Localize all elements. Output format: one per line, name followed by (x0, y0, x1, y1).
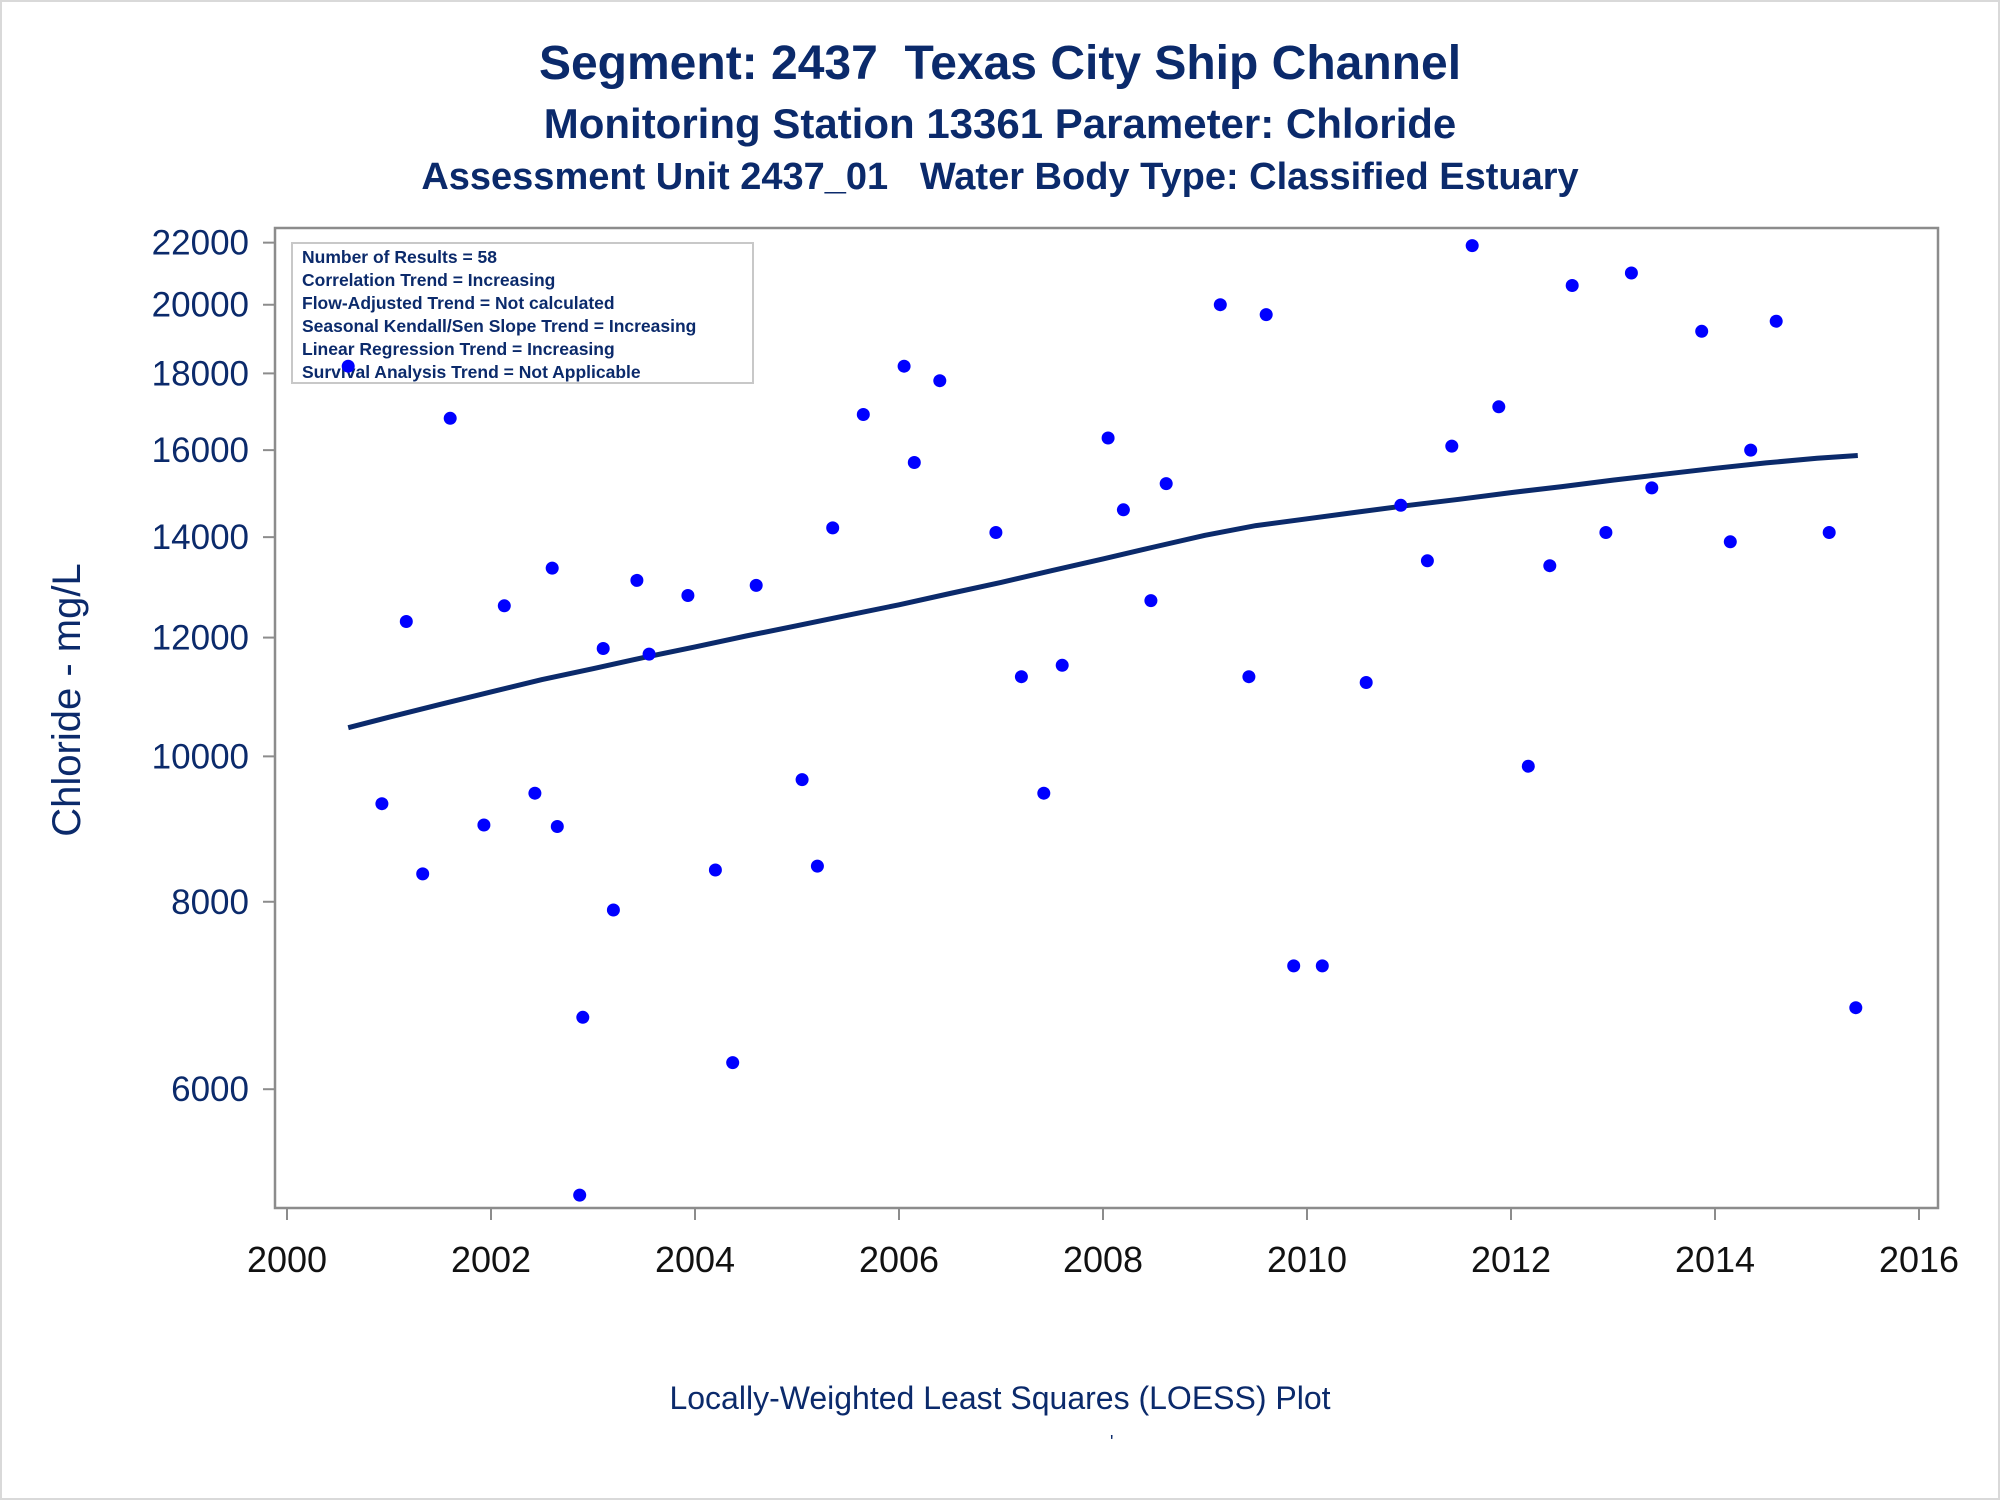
data-point (1315, 959, 1329, 973)
info-box-line: Flow-Adjusted Trend = Not calculated (302, 293, 615, 313)
y-tick-label: 18000 (152, 354, 249, 393)
data-point (341, 359, 355, 373)
data-point (1287, 959, 1301, 973)
data-point (989, 526, 1003, 539)
axes-group: 2000 2002 2004 2006 2008 2010 2012 2014 2016 6000… (152, 224, 1959, 1280)
data-point (1465, 239, 1479, 253)
y-tick-label: 22000 (152, 224, 249, 263)
x-tick-label: 2010 (1267, 1239, 1347, 1280)
data-point (550, 820, 564, 833)
y-axis-label: Chloride - mg/L (45, 563, 89, 836)
data-point (1695, 324, 1709, 338)
x-tick-label: 2016 (1879, 1239, 1959, 1280)
data-point (1769, 314, 1783, 328)
footnote-mark: ' (1110, 1432, 1114, 1452)
data-point (416, 867, 430, 881)
data-point (596, 642, 610, 655)
data-point (897, 359, 911, 373)
y-tick-label: 10000 (152, 737, 249, 776)
x-tick-label: 2002 (451, 1239, 531, 1280)
data-point (1822, 526, 1836, 539)
data-point (1624, 266, 1638, 280)
data-point (497, 599, 511, 613)
footnote: Locally-Weighted Least Squares (LOESS) P… (669, 1380, 1331, 1416)
data-point (708, 863, 722, 877)
data-point (443, 411, 457, 425)
chart-title: Segment: 2437 Texas City Ship Channel (538, 37, 1462, 90)
data-point (795, 773, 809, 787)
data-point (375, 797, 389, 811)
data-point (545, 561, 559, 575)
x-tick-label: 2004 (655, 1239, 735, 1280)
x-tick-label: 2006 (859, 1239, 939, 1280)
data-point (1420, 554, 1434, 568)
data-point (749, 578, 763, 592)
data-point (1849, 1001, 1863, 1015)
data-point (1543, 559, 1557, 573)
data-point (1055, 658, 1069, 672)
loess-line (347, 453, 1858, 731)
data-point (1445, 439, 1459, 453)
data-point (726, 1056, 740, 1070)
chart-subtitle-2: Assessment Unit 2437_01 Water Body Type:… (421, 156, 1579, 198)
data-point (477, 818, 491, 832)
data-point (681, 589, 695, 602)
data-point (1101, 431, 1115, 445)
data-point (528, 786, 542, 800)
data-point (1359, 676, 1373, 689)
x-tick-label: 2014 (1675, 1239, 1755, 1280)
y-tick-label: 14000 (152, 518, 249, 557)
y-tick-label: 6000 (171, 1070, 249, 1109)
data-point (1492, 400, 1506, 414)
data-point (1259, 308, 1273, 322)
info-box-line: Seasonal Kendall/Sen Slope Trend = Incre… (302, 316, 696, 336)
data-point (630, 573, 644, 587)
y-tick-label: 8000 (171, 883, 249, 922)
info-box-line: Survival Analysis Trend = Not Applicable (302, 362, 641, 382)
data-point (1723, 535, 1737, 549)
data-point (933, 374, 947, 388)
info-box-line: Correlation Trend = Increasing (302, 270, 555, 290)
data-point (1521, 759, 1535, 773)
y-tick-label: 20000 (152, 286, 249, 325)
info-box-border (291, 242, 754, 384)
data-point (1645, 481, 1659, 495)
y-tick-label: 12000 (152, 619, 249, 658)
data-point (399, 615, 413, 628)
y-tick-label: 16000 (152, 431, 249, 470)
data-point (826, 521, 840, 535)
data-point (606, 903, 620, 917)
plot-area-border (273, 226, 1940, 1210)
data-point (1744, 443, 1758, 457)
data-point (907, 456, 921, 469)
data-point (1213, 298, 1227, 312)
data-point (1394, 498, 1408, 512)
data-point (1599, 526, 1613, 539)
loess-line-layer (347, 453, 1858, 731)
data-point (1242, 670, 1256, 684)
data-point (1159, 477, 1173, 491)
data-point (642, 647, 656, 661)
info-box-line: Linear Regression Trend = Increasing (302, 339, 615, 359)
data-point (1014, 670, 1028, 684)
chart-subtitle: Monitoring Station 13361 Parameter: Chlo… (543, 100, 1457, 147)
info-box-line: Number of Results = 58 (302, 247, 497, 267)
data-point (1037, 786, 1051, 800)
x-tick-label: 2008 (1063, 1239, 1143, 1280)
x-tick-label: 2000 (247, 1239, 327, 1280)
scatter-points-layer (341, 239, 1863, 1202)
data-point (1116, 503, 1130, 517)
data-point (1565, 279, 1579, 292)
info-box: Number of Results = 58 Correlation Trend … (291, 242, 754, 384)
x-tick-label: 2012 (1471, 1239, 1551, 1280)
data-point (576, 1010, 590, 1024)
data-point (1144, 594, 1158, 608)
data-point (810, 859, 824, 873)
data-point (573, 1188, 587, 1202)
data-point (856, 408, 870, 421)
